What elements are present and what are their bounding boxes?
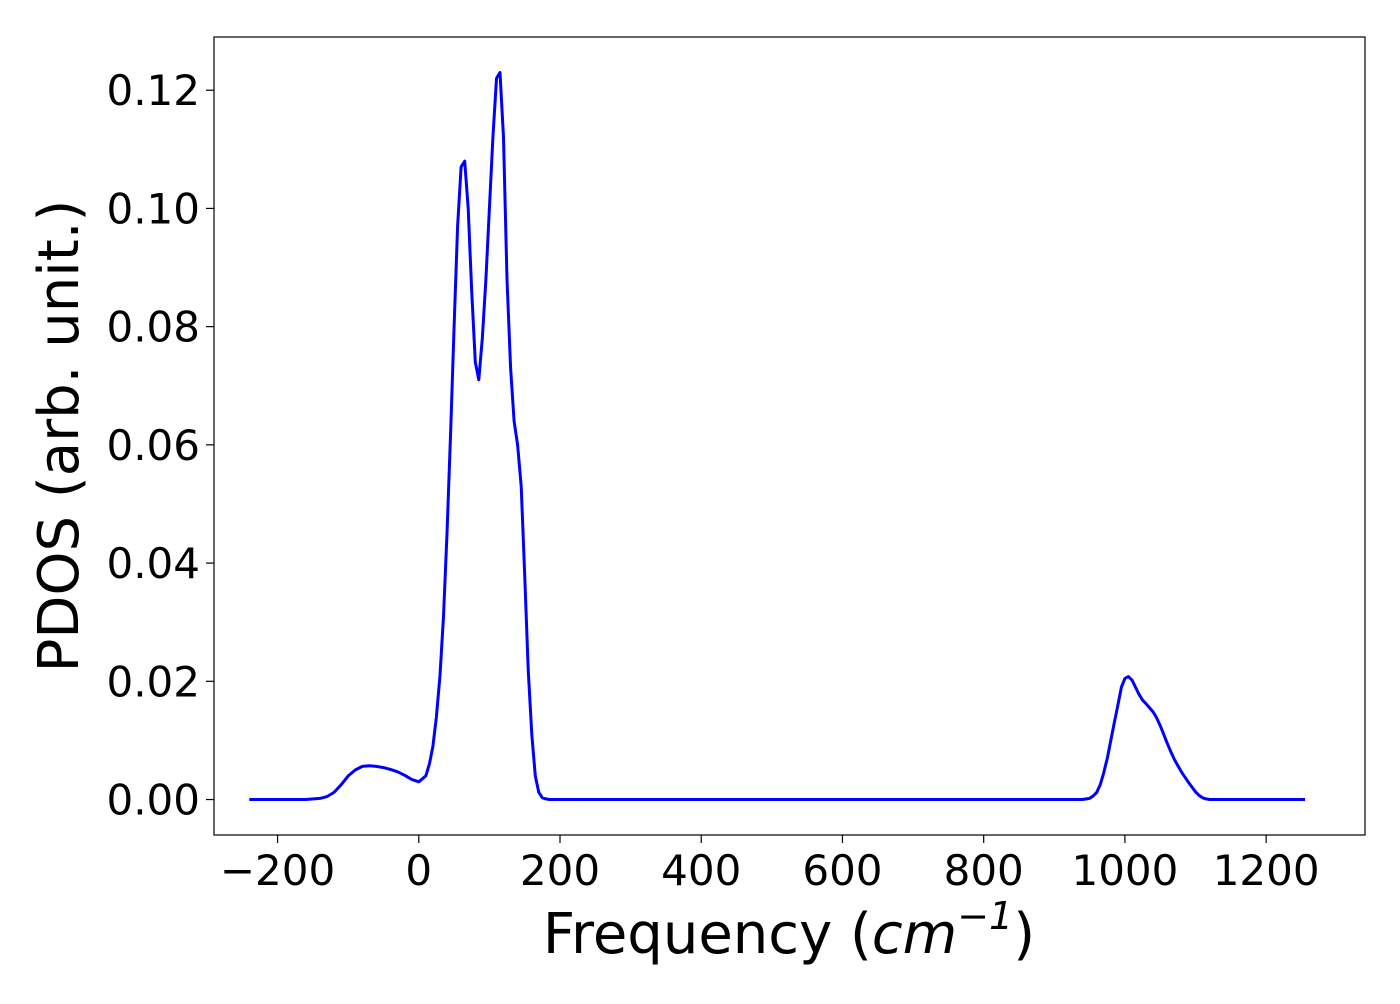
x-tick-label: 1200 (1213, 846, 1320, 895)
series-layer (249, 71, 1305, 801)
x-axis-ticks: −200 0 200 400 600 800 1000 1200 (220, 835, 1320, 895)
y-tick-label: 0.06 (106, 421, 200, 470)
x-tick-label: 1000 (1071, 846, 1178, 895)
y-tick-label: 0.00 (106, 776, 200, 825)
x-tick-label: 0 (405, 846, 432, 895)
x-axis-label: Frequency (cm−1) (543, 894, 1035, 967)
y-axis-ticks: 0.00 0.02 0.04 0.06 0.08 0.10 0.12 (106, 66, 214, 825)
y-axis-label: PDOS (arb. unit.) (27, 200, 92, 673)
y-tick-label: 0.04 (106, 539, 200, 588)
x-tick-label: −200 (220, 846, 335, 895)
x-tick-label: 600 (802, 846, 882, 895)
y-tick-label: 0.02 (106, 657, 200, 706)
y-tick-label: 0.10 (106, 184, 200, 233)
plot-frame (213, 36, 1366, 836)
x-tick-label: 800 (944, 846, 1024, 895)
x-tick-label: 200 (520, 846, 600, 895)
x-tick-label: 400 (661, 846, 741, 895)
y-tick-label: 0.12 (106, 66, 200, 115)
series-line (249, 71, 1305, 801)
y-tick-label: 0.08 (106, 303, 200, 352)
